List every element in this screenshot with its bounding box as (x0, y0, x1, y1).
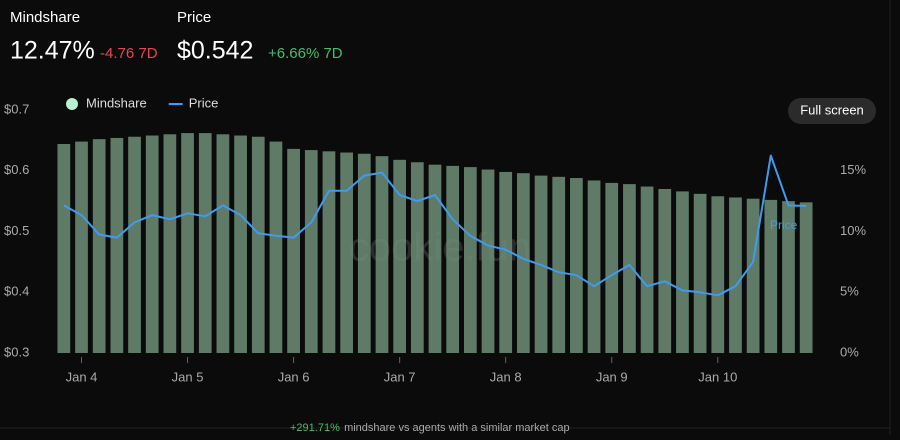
mindshare-bar (746, 198, 760, 353)
mindshare-bar (287, 148, 300, 353)
mindshare-bar (693, 193, 707, 353)
mindshare-bar (57, 144, 71, 353)
mindshare-change: -4.76 7D (100, 45, 158, 62)
x-tick-label: Jan 6 (278, 369, 310, 384)
mindshare-bar (676, 191, 689, 353)
legend-label: Mindshare (86, 95, 147, 110)
y-tick-label: $0.6 (4, 162, 29, 177)
legend-marker (66, 98, 78, 110)
mindshare-bar (304, 150, 318, 353)
mindshare-bar (110, 137, 124, 353)
mindshare-bar (357, 153, 371, 353)
x-tick-label: Jan 10 (698, 369, 737, 384)
button-bg[interactable] (788, 98, 876, 124)
y2-tick-label: 15% (840, 162, 866, 177)
mindshare-bar (340, 152, 353, 353)
line-annotation: Price (770, 218, 798, 232)
price-value: $0.542 (177, 37, 253, 65)
mindshare-bar (711, 196, 725, 353)
mindshare-bar (640, 186, 654, 353)
mindshare-bar (658, 188, 672, 353)
mindshare-bar (428, 164, 442, 353)
mindshare-bar (782, 201, 795, 353)
button-label[interactable]: Full screen (800, 102, 864, 117)
mindshare-bar (499, 171, 513, 353)
mindshare-bar (163, 134, 177, 353)
mindshare-bar (552, 176, 566, 353)
price-line (63, 154, 807, 297)
x-tick-label: Jan 4 (66, 369, 98, 384)
x-tick-label: Jan 7 (384, 369, 416, 384)
mindshare-bar (181, 133, 194, 353)
y-tick-label: $0.5 (4, 223, 29, 238)
legend-label: Price (189, 95, 219, 110)
mindshare-bar (446, 165, 460, 353)
mindshare-bar (764, 199, 778, 353)
mindshare-label: Mindshare (10, 9, 80, 26)
mindshare-bar (410, 162, 424, 353)
mindshare-bar (145, 135, 159, 353)
price-change: +6.66% 7D (268, 45, 343, 62)
mindshare-bar (570, 178, 583, 353)
y-tick-label: $0.7 (4, 101, 29, 116)
y-tick-label: $0.4 (4, 284, 29, 299)
mindshare-bar (216, 134, 230, 353)
mindshare-bar (623, 184, 636, 353)
x-tick-label: Jan 8 (490, 369, 522, 384)
price-label: Price (177, 9, 211, 26)
mindshare-bar (463, 167, 477, 353)
fullscreen-button[interactable]: Full screen (788, 98, 876, 124)
y-tick-label: $0.3 (4, 344, 29, 359)
mindshare-bar (605, 182, 619, 353)
x-tick-label: Jan 9 (596, 369, 628, 384)
mindshare-bar (517, 173, 530, 353)
mindshare-bar (234, 135, 247, 353)
footer-text: mindshare vs agents with a similar marke… (344, 422, 570, 434)
y2-tick-label: 10% (840, 223, 866, 238)
mindshare-bar (481, 169, 495, 353)
mindshare-value: 12.47% (10, 37, 95, 65)
mindshare-bar (393, 159, 407, 353)
mindshare-bar (269, 141, 283, 353)
mindshare-bar (198, 133, 212, 353)
mindshare-bar (587, 180, 601, 353)
mindshare-bar (729, 197, 742, 353)
mindshare-bar (128, 136, 141, 353)
y2-tick-label: 5% (840, 284, 859, 299)
mindshare-bar (375, 156, 389, 353)
mindshare-bar (322, 151, 336, 353)
mindshare-bar (92, 139, 106, 353)
mindshare-bar (251, 136, 265, 353)
footer-highlight: +291.71% (290, 422, 340, 434)
mindshare-bar (75, 141, 88, 353)
y2-tick-label: 0% (840, 344, 859, 359)
x-tick-label: Jan 5 (172, 369, 204, 384)
mindshare-bar (799, 202, 813, 353)
